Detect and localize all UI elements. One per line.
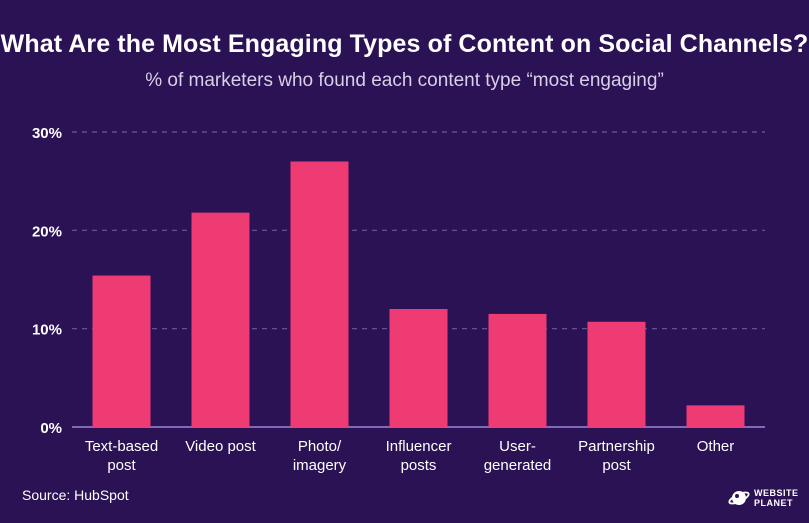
logo-line-1: WEBSITE xyxy=(754,488,799,498)
x-tick-label: Text-based post xyxy=(85,438,158,474)
y-tick-label: 10% xyxy=(32,322,62,339)
x-tick-label: Photo/imagery xyxy=(293,438,347,474)
bar xyxy=(488,313,547,427)
bar xyxy=(92,275,151,427)
x-tick-label: Other xyxy=(697,438,735,455)
chart-title: What Are the Most Engaging Types of Cont… xyxy=(0,30,809,58)
x-tick-label: User-generated xyxy=(484,438,552,474)
y-tick-label: 20% xyxy=(32,223,62,240)
planet-icon xyxy=(728,491,750,505)
logo-line-2: PLANET xyxy=(754,498,793,508)
source-note: Source: HubSpot xyxy=(22,487,129,503)
x-tick-label: Video post xyxy=(185,438,256,455)
chart-subtitle: % of marketers who found each content ty… xyxy=(145,70,664,91)
bar xyxy=(290,161,349,427)
website-planet-logo: WEBSITE PLANET xyxy=(728,487,799,509)
bar xyxy=(389,309,448,427)
x-tick-label: Partnership post xyxy=(578,438,655,474)
x-tick-label: Influencer posts xyxy=(386,438,452,474)
bar xyxy=(587,321,646,427)
y-tick-label: 0% xyxy=(40,420,62,437)
bar xyxy=(686,405,745,427)
y-tick-label: 30% xyxy=(32,125,62,142)
bar xyxy=(191,212,250,427)
